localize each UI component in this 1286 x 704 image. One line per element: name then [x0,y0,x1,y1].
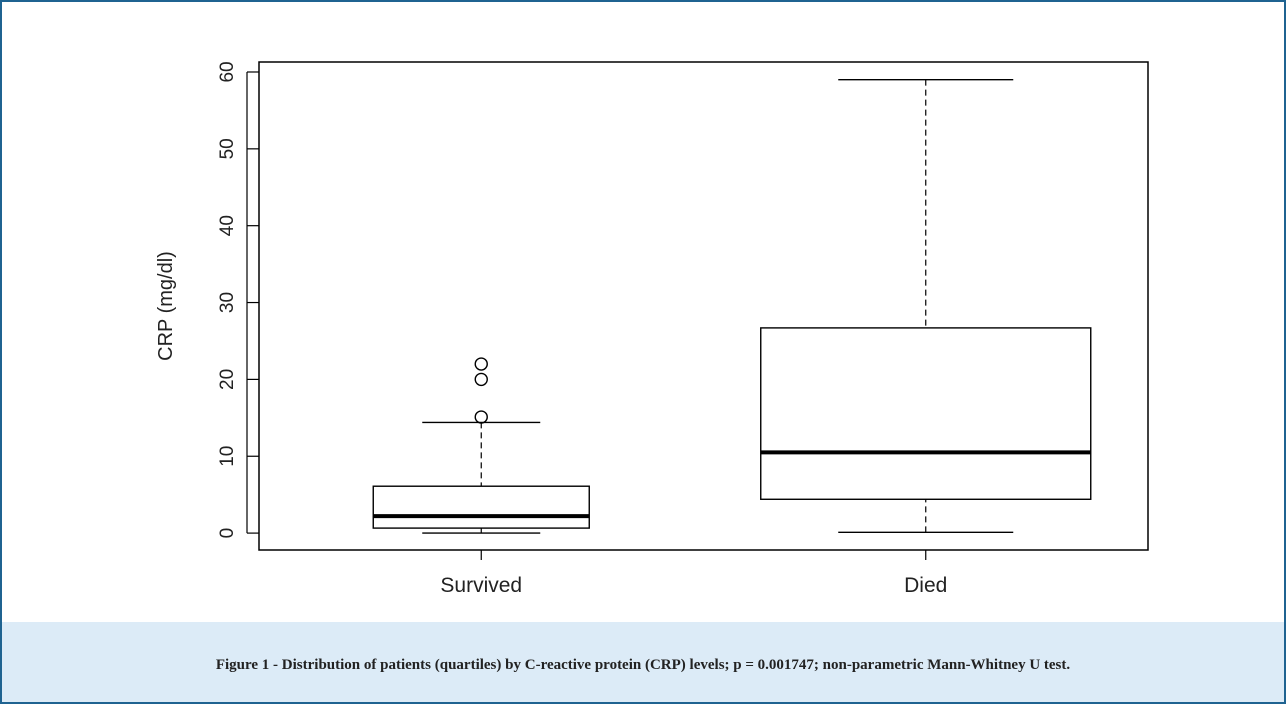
y-tick-label: 10 [217,446,238,467]
caption: Figure 1 - Distribution of patients (qua… [216,657,1071,673]
y-tick-label: 20 [217,369,238,390]
y-axis-label: CRP (mg/dl) [155,251,177,361]
plot-frame [258,61,1149,551]
box [760,327,1092,500]
outlier [474,357,488,371]
y-tick-label: 30 [217,292,238,313]
outlier [474,372,488,387]
x-tick-label: Survived [440,574,522,597]
y-tick-label: 40 [217,215,238,236]
y-tick-label: 50 [217,138,238,159]
y-tick-label: 0 [217,528,238,539]
outlier [474,410,488,424]
box [372,485,590,529]
y-tick-label: 60 [217,61,238,82]
x-tick-label: Died [904,574,947,597]
caption-band [2,622,1284,702]
